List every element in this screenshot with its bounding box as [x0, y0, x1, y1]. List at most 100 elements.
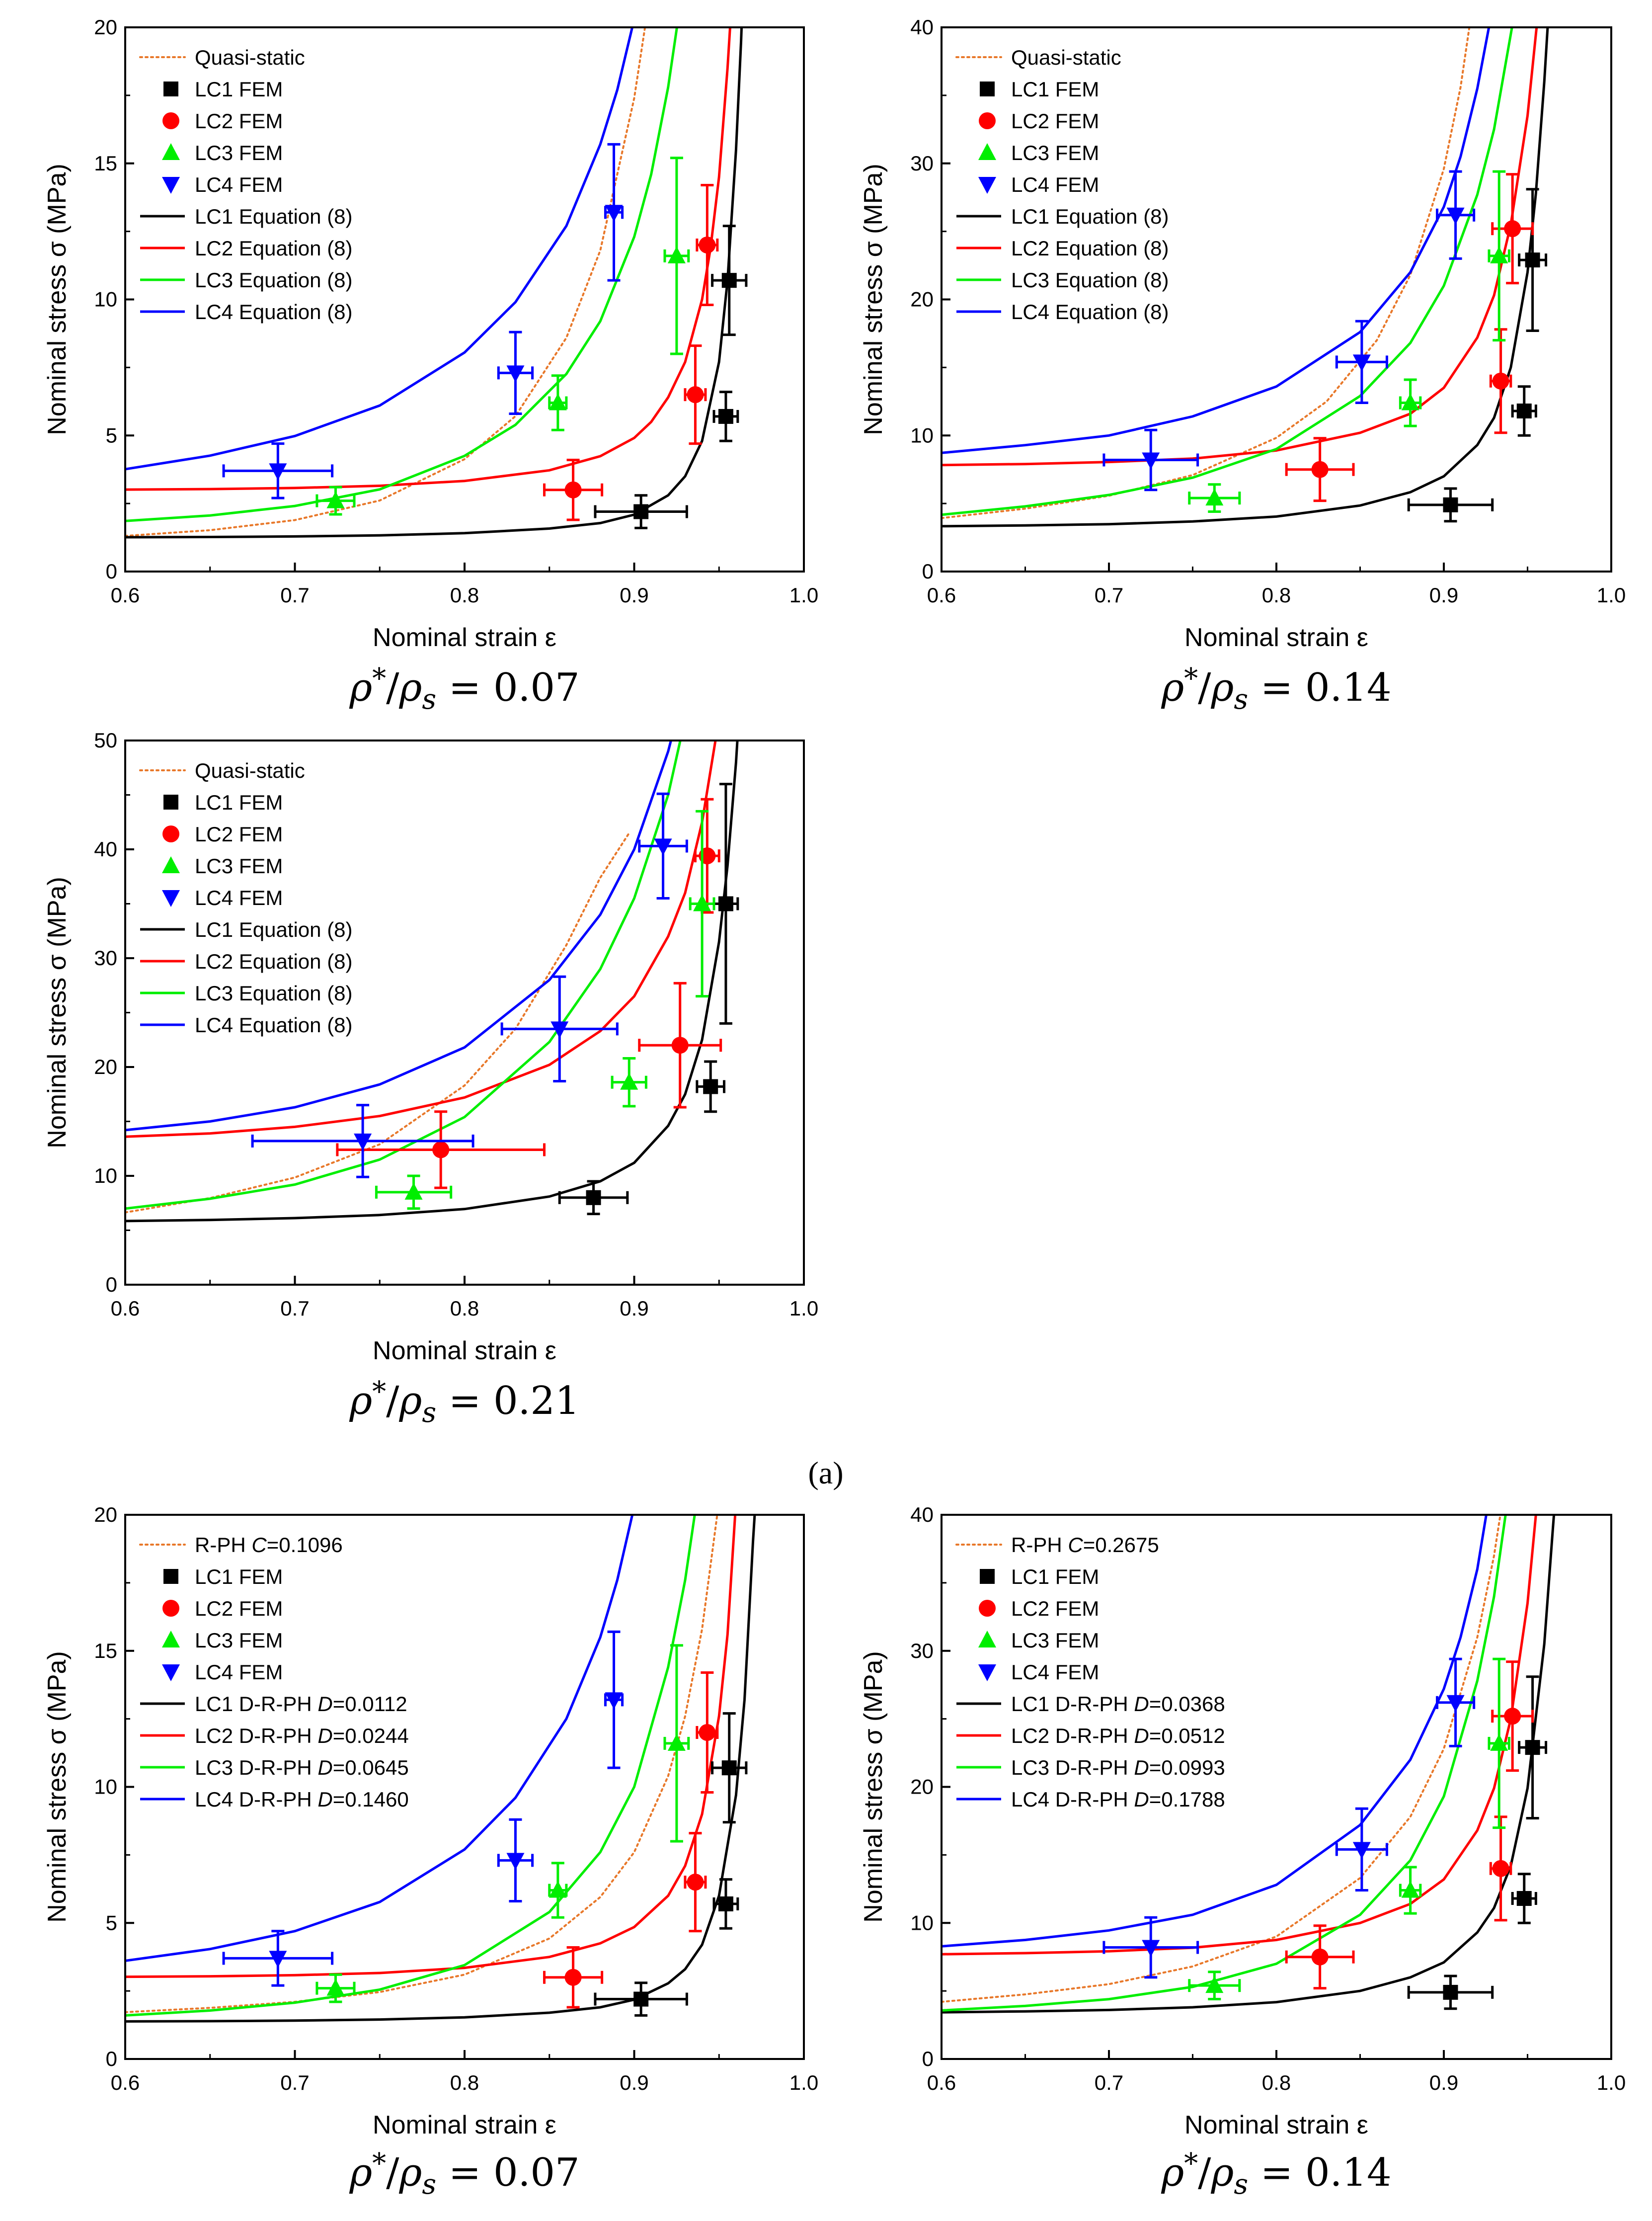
legend-swatch-lc3-fem: [162, 143, 180, 160]
curve-lc4-d-r-ph-d-0-1788: [942, 1515, 1488, 1948]
legend-label-lc2-equation-8: LC2 Equation (8): [195, 237, 353, 260]
legend: R-PH C=0.1096 LC1 FEM LC2 FEM LC3 FEM LC4 FE…: [139, 1533, 409, 1811]
legend-label-lc3-equation-8: LC3 Equation (8): [1011, 268, 1169, 292]
point-lc4-fem-3: [654, 838, 672, 856]
legend-label-lc4-fem: LC4 FEM: [1011, 1660, 1099, 1684]
legend-label-lc2-fem: LC2 FEM: [195, 1597, 283, 1620]
curve-lc4-equation-8: [942, 27, 1491, 454]
caption-4: ρ*/ρs = 0.07: [349, 2147, 579, 2201]
y-tick-label: 30: [910, 1639, 934, 1662]
point-lc1-fem-3: [1525, 252, 1540, 268]
legend-swatch-lc4-fem: [162, 890, 180, 907]
y-tick-label: 10: [94, 1164, 117, 1187]
point-lc3-fem-1: [1205, 1976, 1224, 1993]
chart-panel-1: 0.6 0.7 0.8 0.9 1.0 0 5 10 15 20 Nominal strain ε N…: [43, 15, 818, 716]
x-tick-label: 0.7: [280, 1297, 309, 1320]
point-lc4-fem-1: [269, 463, 287, 481]
curve-lc3-equation-8: [125, 27, 678, 522]
legend: Quasi-static LC1 FEM LC2 FEM LC3 FEM LC4 FEM…: [139, 759, 353, 1037]
chart-panel-2: 0.6 0.7 0.8 0.9 1.0 0 10 20 30 40 Nominal strain ε…: [859, 15, 1626, 716]
x-tick-label: 1.0: [789, 583, 818, 607]
x-tick-label: 0.9: [620, 583, 648, 607]
point-lc4-fem-1: [1142, 452, 1160, 470]
x-tick-label: 1.0: [1597, 2071, 1626, 2094]
point-lc2-fem-2: [671, 1037, 689, 1054]
point-lc1-fem-1: [586, 1190, 601, 1205]
legend-label-lc1-fem: LC1 FEM: [1011, 78, 1099, 101]
x-tick-label: 0.7: [280, 583, 309, 607]
y-tick-label: 5: [106, 1911, 117, 1934]
point-lc4-fem-3: [605, 205, 623, 222]
legend-swatch-lc4-fem: [162, 1664, 180, 1681]
point-lc3-fem-1: [326, 1978, 345, 1996]
x-tick-label: 0.8: [1262, 583, 1291, 607]
point-lc1-fem-2: [1516, 403, 1532, 418]
legend-label-quasi-static: Quasi-static: [195, 46, 305, 69]
point-lc2-fem-1: [1311, 461, 1329, 478]
legend-label-lc4-equation-8: LC4 Equation (8): [1011, 300, 1169, 324]
legend-swatch-lc1-fem: [163, 1569, 178, 1584]
legend-label-lc3-fem: LC3 FEM: [195, 1629, 283, 1652]
x-tick-label: 1.0: [789, 2071, 818, 2094]
x-tick-label: 0.7: [280, 2071, 309, 2094]
legend-swatch-lc4-fem: [978, 177, 996, 194]
legend-label-lc4-fem: LC4 FEM: [195, 886, 283, 909]
legend-label-lc3-fem: LC3 FEM: [195, 141, 283, 165]
legend-swatch-lc3-fem: [978, 143, 996, 160]
legend: R-PH C=0.2675 LC1 FEM LC2 FEM LC3 FEM LC4 FE…: [955, 1533, 1225, 1811]
point-lc4-fem-1: [1142, 1940, 1160, 1957]
x-axis-label: Nominal strain ε: [373, 1336, 556, 1365]
legend-label-lc2-equation-8: LC2 Equation (8): [195, 950, 353, 973]
curve-lc2-equation-8: [942, 27, 1538, 467]
legend-label-lc1-equation-8: LC1 Equation (8): [195, 918, 353, 941]
legend-label-r-ph-c-0-2675: R-PH C=0.2675: [1011, 1533, 1159, 1557]
chart-panel-3: 0.6 0.7 0.8 0.9 1.0 0 10 20 30 40 50 Nominal strain…: [43, 729, 818, 1429]
point-lc1-fem-3: [1525, 1740, 1540, 1755]
legend-label-r-ph-c-0-1096: R-PH C=0.1096: [195, 1533, 343, 1557]
y-tick-label: 20: [910, 1775, 934, 1799]
caption-5: ρ*/ρs = 0.14: [1161, 2147, 1391, 2201]
legend-swatch-lc3-fem: [978, 1631, 996, 1647]
point-lc3-fem-3: [667, 246, 686, 263]
x-tick-label: 0.8: [450, 583, 479, 607]
y-tick-label: 0: [106, 2047, 117, 2070]
point-lc3-fem-3: [667, 1733, 686, 1751]
x-tick-label: 0.8: [1262, 2071, 1291, 2094]
x-tick-label: 0.9: [1429, 2071, 1458, 2094]
y-tick-label: 10: [94, 1775, 117, 1799]
point-lc1-fem-3: [721, 1760, 737, 1776]
curve-lc3-d-r-ph-d-0-0993: [942, 1515, 1507, 2012]
y-tick-label: 40: [94, 837, 117, 861]
y-tick-label: 20: [94, 15, 117, 39]
curve-lc1-d-r-ph-d-0-0368: [942, 1515, 1556, 2014]
legend: Quasi-static LC1 FEM LC2 FEM LC3 FEM LC4 FEM…: [139, 46, 353, 324]
legend-swatch-lc1-fem: [163, 82, 178, 96]
curve-lc4-equation-8: [125, 27, 634, 471]
legend-swatch-lc2-fem: [162, 112, 179, 129]
point-lc4-fem-3: [605, 1692, 623, 1710]
y-tick-label: 0: [106, 560, 117, 583]
y-tick-label: 40: [910, 1503, 934, 1526]
point-lc3-fem-2: [549, 393, 567, 411]
y-axis-label: Nominal stress σ (MPa): [43, 1651, 72, 1922]
point-lc3-fem-3: [1490, 1733, 1508, 1751]
x-axis-label: Nominal strain ε: [1184, 2111, 1368, 2139]
point-lc3-fem-3: [1490, 246, 1508, 263]
point-lc1-fem-2: [718, 1896, 733, 1911]
x-tick-label: 0.8: [450, 2071, 479, 2094]
legend-label-lc3-equation-8: LC3 Equation (8): [195, 268, 353, 292]
point-lc4-fem-2: [551, 1021, 569, 1039]
point-lc3-fem-1: [1205, 489, 1224, 506]
legend-label-lc1-d-r-ph-d-0-0112: LC1 D-R-PH D=0.0112: [195, 1692, 407, 1716]
point-lc4-fem-2: [506, 1853, 525, 1870]
y-tick-label: 5: [106, 423, 117, 447]
y-tick-label: 10: [94, 288, 117, 311]
point-lc2-fem-3: [1504, 1708, 1521, 1725]
legend-swatch-lc4-fem: [162, 177, 180, 194]
y-tick-label: 30: [94, 946, 117, 970]
y-tick-label: 15: [94, 1639, 117, 1662]
point-lc1-fem-1: [1443, 497, 1458, 512]
caption-2: ρ*/ρs = 0.14: [1161, 662, 1391, 716]
point-lc2-fem-2: [687, 386, 704, 404]
legend-label-lc1-equation-8: LC1 Equation (8): [195, 205, 353, 228]
